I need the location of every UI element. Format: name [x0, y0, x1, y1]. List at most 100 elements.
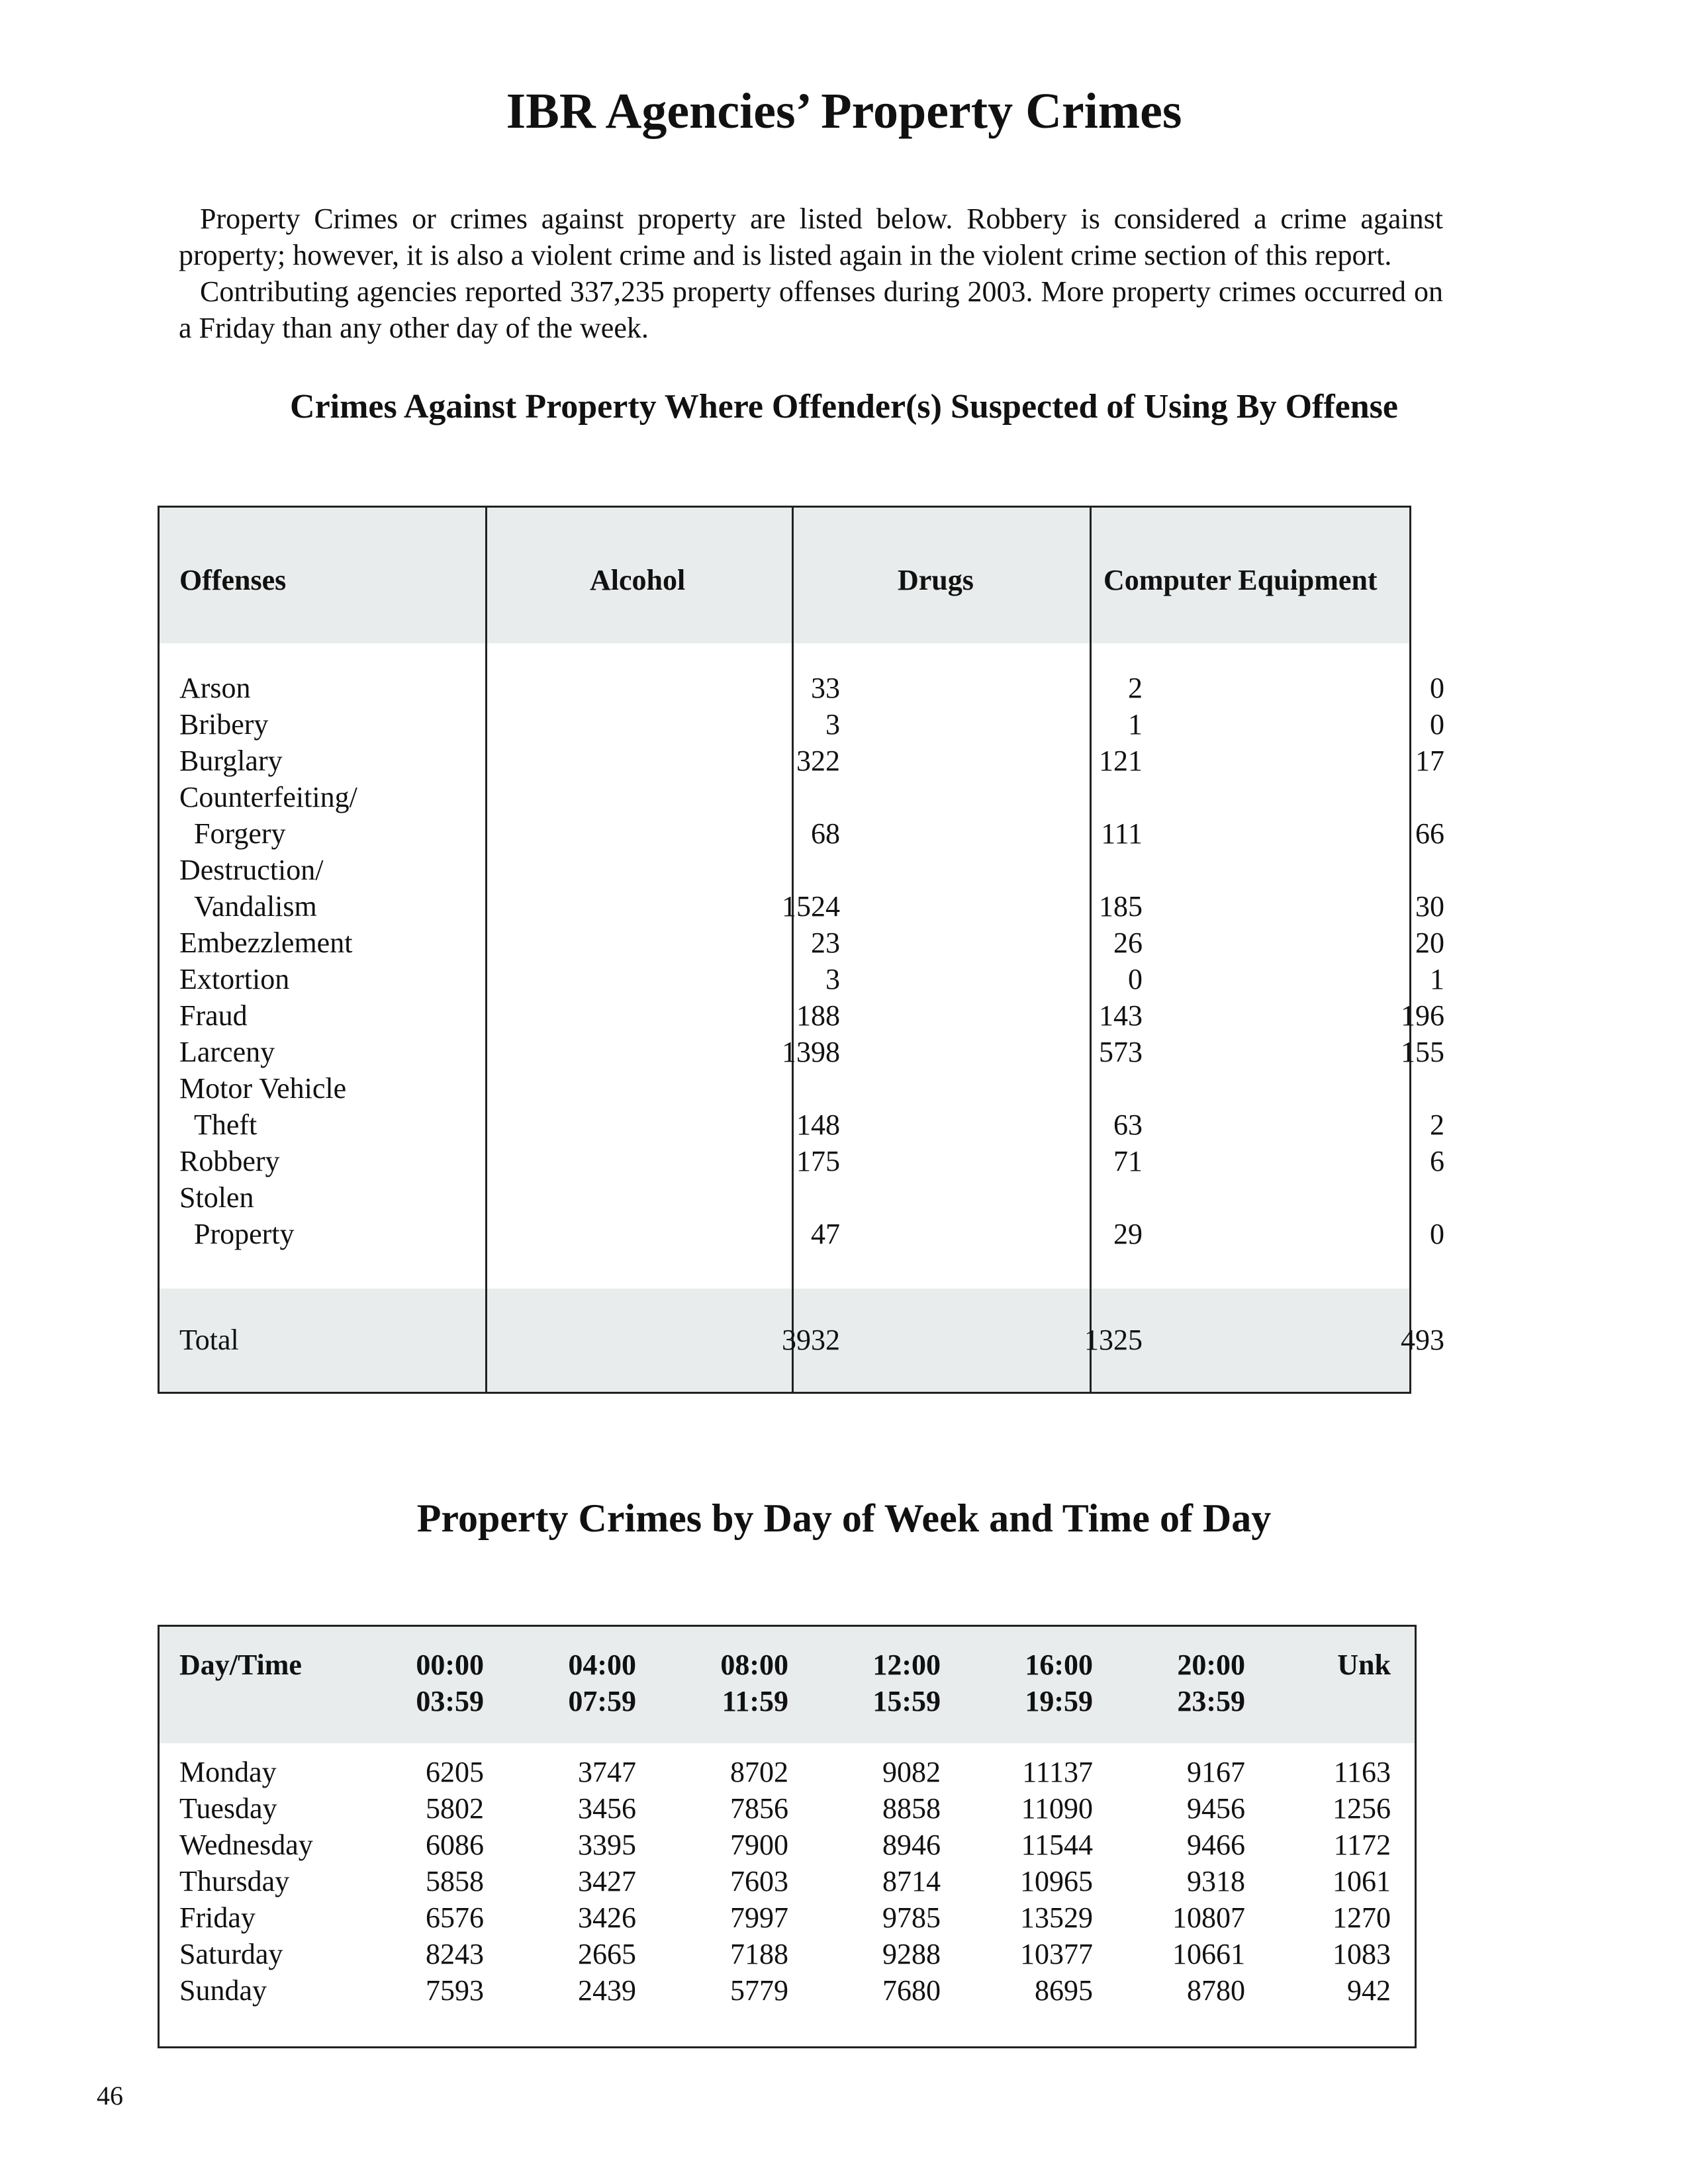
- table-cell: 1524: [782, 890, 840, 923]
- header-line: Unk: [1337, 1649, 1391, 1681]
- table-cell: 1: [1128, 708, 1143, 741]
- column-divider: [1090, 508, 1092, 1392]
- day-name: Monday: [179, 1756, 277, 1788]
- table-cell: 6205: [426, 1756, 484, 1788]
- offense-name: Fraud: [179, 999, 248, 1032]
- table-cell: 0: [1128, 963, 1143, 995]
- table-cell: 8714: [882, 1865, 941, 1897]
- header-alcohol: Alcohol: [590, 564, 686, 596]
- table-cell: 1: [1430, 963, 1444, 995]
- table-cell: 3747: [578, 1756, 636, 1788]
- table-cell: [1152, 779, 1444, 815]
- table-cell: 3: [825, 963, 840, 995]
- offense-column: Arson Bribery Burglary Counterfeiting/Forge…: [179, 670, 471, 1252]
- header-offenses: Offenses: [179, 564, 287, 596]
- table-cell: 6576: [426, 1901, 484, 1934]
- table-cell: 8946: [882, 1829, 941, 1861]
- table-cell: 1083: [1333, 1938, 1391, 1970]
- day-name: Thursday: [179, 1865, 290, 1897]
- table-cell: 9167: [1187, 1756, 1245, 1788]
- table-cell: 9082: [882, 1756, 941, 1788]
- table-cell: [1152, 852, 1444, 888]
- header-time-range: 08:00 11:59: [682, 1647, 788, 1719]
- table-cell: [821, 1179, 1143, 1216]
- table-cell: [821, 1070, 1143, 1107]
- table-cell: 8780: [1187, 1974, 1245, 2007]
- offense-name: Forgery: [194, 817, 286, 850]
- header-line: 07:59: [568, 1685, 636, 1717]
- table-cell: 10965: [1020, 1865, 1093, 1897]
- table-cell: 8243: [426, 1938, 484, 1970]
- header-line: 11:59: [722, 1685, 788, 1717]
- offense-name: Destruction/: [179, 854, 324, 886]
- header-line: 00:00: [416, 1649, 484, 1681]
- offense-name: Larceny: [179, 1036, 275, 1068]
- time-column: 3747 3456 3395 3427 3426 2665 2439: [530, 1754, 636, 2009]
- offense-name: Property: [194, 1218, 295, 1250]
- header-time-range: Unk: [1298, 1647, 1391, 1719]
- table-cell: [821, 852, 1143, 888]
- table-cell: 3426: [578, 1901, 636, 1934]
- table-header-band: [160, 1627, 1415, 1743]
- table-cell: 3427: [578, 1865, 636, 1897]
- table2-title: Property Crimes by Day of Week and Time …: [416, 1496, 1272, 1540]
- offense-name: Extortion: [179, 963, 290, 995]
- header-line: 15:59: [872, 1685, 941, 1717]
- table-total-band: [160, 1289, 1409, 1392]
- table-cell: 6: [1430, 1145, 1444, 1177]
- header-line: 12:00: [872, 1649, 941, 1681]
- table-cell: 322: [796, 745, 840, 777]
- table-cell: 7188: [730, 1938, 788, 1970]
- header-line: 04:00: [568, 1649, 636, 1681]
- table-cell: 11544: [1021, 1829, 1093, 1861]
- header-time-range: 00:00 03:59: [378, 1647, 484, 1719]
- table-cell: 148: [796, 1109, 840, 1141]
- offense-name: Counterfeiting/: [179, 781, 357, 813]
- table-cell: 11090: [1021, 1792, 1093, 1825]
- table-cell: 9318: [1187, 1865, 1245, 1897]
- table-cell: 11137: [1022, 1756, 1093, 1788]
- time-column: 1163 1256 1172 1061 1270 1083 942: [1298, 1754, 1391, 2009]
- table-cell: 185: [1099, 890, 1143, 923]
- table-cell: 573: [1099, 1036, 1143, 1068]
- table-cell: [1152, 1070, 1444, 1107]
- table-cell: 68: [811, 817, 840, 850]
- total-label: Total: [179, 1324, 239, 1356]
- table-cell: 9288: [882, 1938, 941, 1970]
- table-cell: 9785: [882, 1901, 941, 1934]
- table-cell: 3395: [578, 1829, 636, 1861]
- table-cell: 3: [825, 708, 840, 741]
- table-cell: 942: [1347, 1974, 1391, 2007]
- table-cell: 1398: [782, 1036, 840, 1068]
- table-cell: [557, 1179, 840, 1216]
- table-cell: 7997: [730, 1901, 788, 1934]
- table-cell: 9456: [1187, 1792, 1245, 1825]
- drugs-column: 2 1 121 111 185 26 0 143 573 63 71 29: [821, 670, 1143, 1252]
- header-time-range: 04:00 07:59: [530, 1647, 636, 1719]
- table-cell: 2: [1128, 672, 1143, 704]
- intro-text: Property Crimes or crimes against proper…: [179, 201, 1443, 346]
- table-cell: 10661: [1172, 1938, 1245, 1970]
- table-cell: 20: [1415, 927, 1444, 959]
- table-cell: 121: [1099, 745, 1143, 777]
- table-cell: 0: [1430, 1218, 1444, 1250]
- header-line: 23:59: [1177, 1685, 1245, 1717]
- page-title: IBR Agencies’ Property Crimes: [506, 83, 1182, 139]
- table-cell: 8858: [882, 1792, 941, 1825]
- offender-suspected-table: Offenses Alcohol Drugs Computer Equipmen…: [158, 506, 1444, 1394]
- table-cell: [1152, 1179, 1444, 1216]
- day-name: Tuesday: [179, 1792, 277, 1825]
- offense-name: Stolen: [179, 1181, 254, 1214]
- table-cell: 1163: [1333, 1756, 1391, 1788]
- table-cell: 143: [1099, 999, 1143, 1032]
- table-cell: 155: [1401, 1036, 1444, 1068]
- table-cell: 7680: [882, 1974, 941, 2007]
- header-line: 20:00: [1177, 1649, 1245, 1681]
- header-line: [179, 1683, 345, 1719]
- table-cell: 2665: [578, 1938, 636, 1970]
- offense-name: Burglary: [179, 745, 283, 777]
- time-column: 9167 9456 9466 9318 10807 10661 8780: [1139, 1754, 1245, 2009]
- header-computer-equipment: Computer Equipment: [1103, 564, 1378, 596]
- total-drugs: 1325: [1084, 1324, 1143, 1356]
- computer-equipment-column: 0 0 17 66 30 20 1 196 155 2 6 0: [1152, 670, 1444, 1252]
